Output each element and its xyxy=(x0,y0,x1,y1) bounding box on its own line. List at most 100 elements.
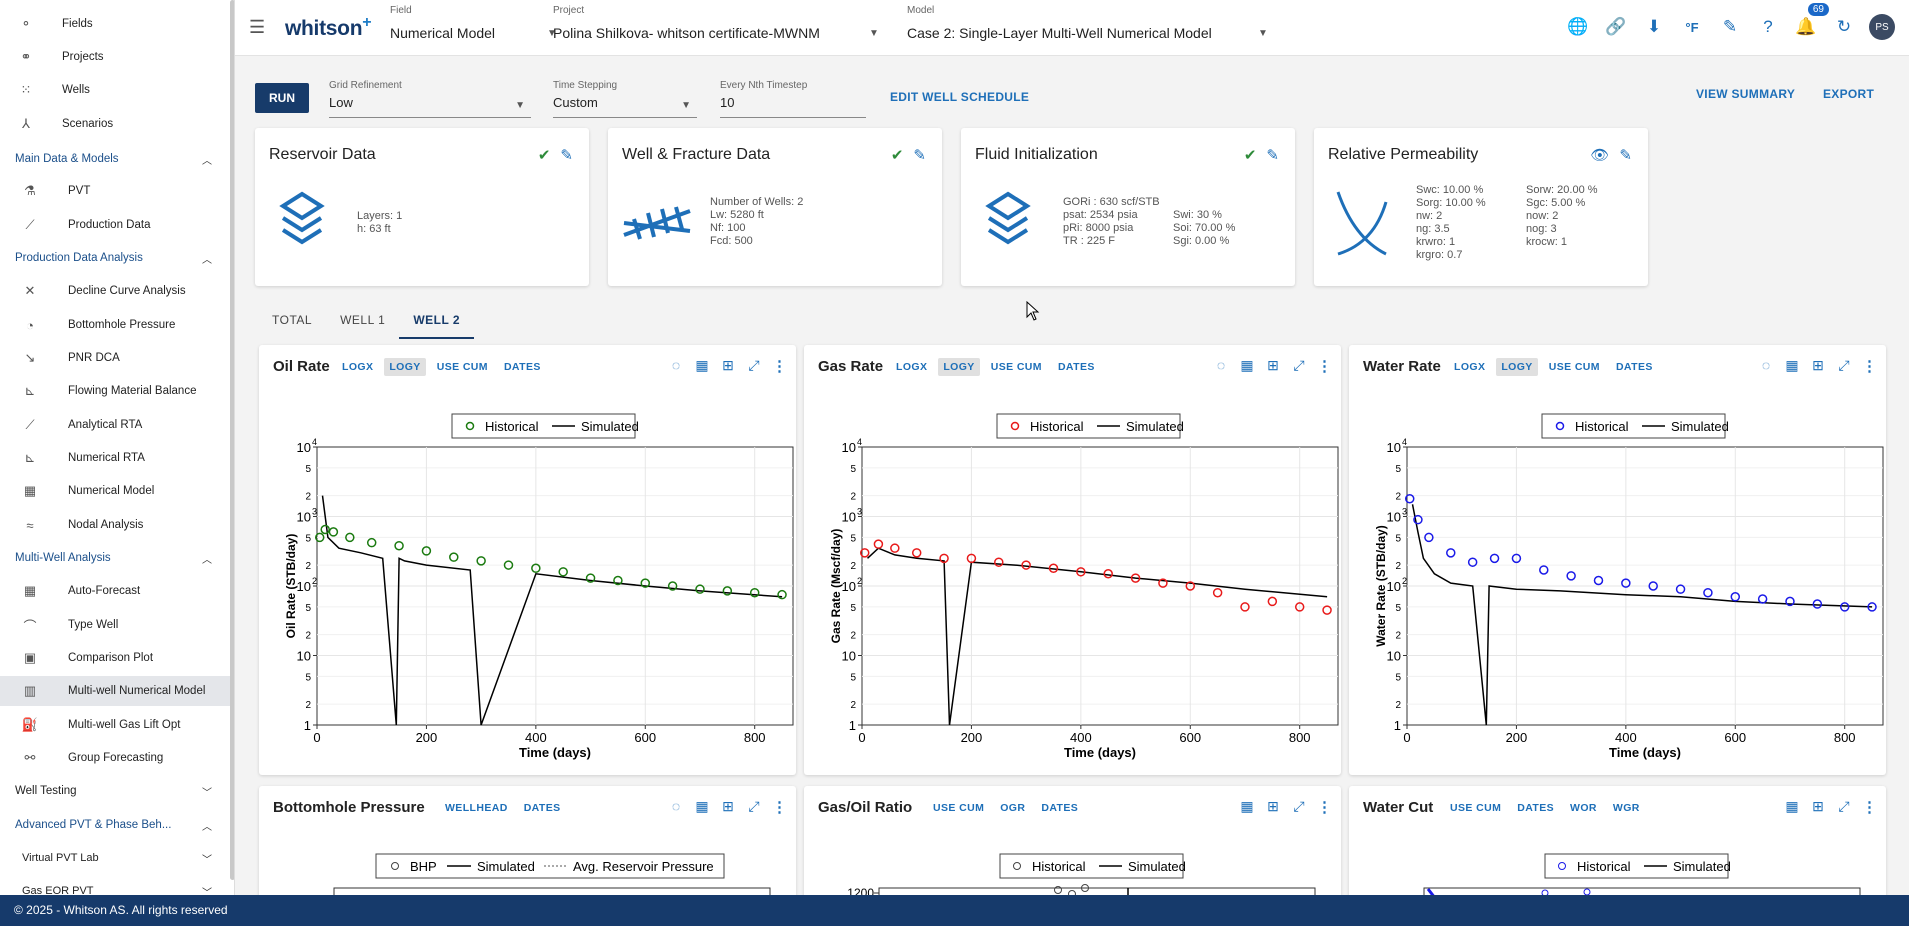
download-icon[interactable]: ⬇ xyxy=(1646,17,1662,36)
dates-button[interactable]: DATES xyxy=(503,361,541,373)
project-select[interactable]: Project Polina Shilkova- whitson certific… xyxy=(553,5,883,41)
reservoir-data-card[interactable]: Reservoir Data ✔ ✎ Layers: 1 h: 63 ft xyxy=(255,128,589,286)
fullscreen-icon[interactable]: ⤢ xyxy=(1838,357,1850,373)
model-select[interactable]: Model Case 2: Single-Layer Multi-Well Num… xyxy=(907,5,1268,41)
run-button[interactable]: RUN xyxy=(255,83,309,113)
fullscreen-icon[interactable]: ⤢ xyxy=(1293,798,1305,814)
sidebar-item-type-well[interactable]: ⌒ Type Well xyxy=(0,610,230,640)
use-cum-button[interactable]: USE CUM xyxy=(933,802,985,814)
table-icon[interactable]: ▦ xyxy=(1240,798,1254,814)
view-summary-link[interactable]: VIEW SUMMARY xyxy=(1696,87,1796,101)
logx-button[interactable]: LOGX xyxy=(342,361,374,373)
sidebar-item-gas-lift[interactable]: ⛽ Multi-well Gas Lift Opt xyxy=(0,710,230,740)
dates-button[interactable]: DATES xyxy=(523,802,561,814)
sidebar-item-wells[interactable]: ⁙ Wells xyxy=(0,75,230,105)
ogr-button[interactable]: OGR xyxy=(1000,802,1026,814)
section-pda[interactable]: Production Data Analysis ︿ xyxy=(0,243,230,273)
autoscale-icon[interactable]: ⊞ xyxy=(722,798,734,814)
nth-timestep-input[interactable]: Every Nth Timestep 10 xyxy=(720,80,866,118)
logy-button[interactable]: LOGY xyxy=(384,358,426,376)
fullscreen-icon[interactable]: ⤢ xyxy=(1293,357,1305,373)
sidebar-item-group-forecasting[interactable]: ⚯ Group Forecasting xyxy=(0,743,230,773)
avatar[interactable]: PS xyxy=(1869,14,1895,40)
dates-button[interactable]: DATES xyxy=(1615,361,1653,373)
sidebar-item-fields[interactable]: ⚬ Fields xyxy=(0,9,230,39)
edit-icon[interactable]: ✎ xyxy=(1266,147,1279,164)
lasso-icon[interactable]: ◌ xyxy=(1761,357,1771,373)
logx-button[interactable]: LOGX xyxy=(1454,361,1486,373)
sidebar-item-comparison-plot[interactable]: ▣ Comparison Plot xyxy=(0,643,230,673)
field-select[interactable]: Field Numerical Model ▼ xyxy=(390,5,560,41)
lasso-icon[interactable]: ◌ xyxy=(1216,357,1226,373)
wellhead-button[interactable]: WELLHEAD xyxy=(445,802,508,814)
sidebar-item-pvt[interactable]: ⚗ PVT xyxy=(0,176,230,206)
sidebar-item-numerical-rta[interactable]: ⊾ Numerical RTA xyxy=(0,443,230,473)
tab-well-2[interactable]: WELL 2 xyxy=(399,305,475,339)
edit-icon[interactable]: ✎ xyxy=(560,147,573,164)
section-main-data[interactable]: Main Data & Models ︿ xyxy=(0,144,230,174)
edit-icon[interactable]: ✎ xyxy=(913,147,926,164)
sidebar-item-numerical-model[interactable]: ▦ Numerical Model xyxy=(0,476,230,506)
section-multi-well[interactable]: Multi-Well Analysis ︿ xyxy=(0,543,230,573)
sidebar-item-gas-eor[interactable]: Gas EOR PVT ﹀ xyxy=(0,876,230,895)
table-icon[interactable]: ▦ xyxy=(1240,357,1254,373)
fullscreen-icon[interactable]: ⤢ xyxy=(748,798,760,814)
lasso-icon[interactable]: ◌ xyxy=(671,357,681,373)
time-stepping-select[interactable]: Time Stepping Custom ▼ xyxy=(553,80,697,118)
sidebar-item-dca[interactable]: ✕ Decline Curve Analysis xyxy=(0,276,230,306)
relative-permeability-card[interactable]: Relative Permeability 👁 ✎ Swc: 10.00 % So… xyxy=(1314,128,1648,286)
table-icon[interactable]: ▦ xyxy=(695,798,709,814)
link-icon[interactable]: 🔗 xyxy=(1605,17,1627,36)
units-icon[interactable]: °F xyxy=(1685,19,1699,35)
eye-icon[interactable]: 👁 xyxy=(1590,147,1610,164)
logx-button[interactable]: LOGX xyxy=(896,361,928,373)
fluid-initialization-card[interactable]: Fluid Initialization ✔ ✎ GORi : 630 scf/S… xyxy=(961,128,1295,286)
sidebar-scrollbar[interactable] xyxy=(230,0,234,880)
table-icon[interactable]: ▦ xyxy=(1785,357,1799,373)
table-icon[interactable]: ▦ xyxy=(1785,798,1799,814)
hamburger-menu-icon[interactable]: ☰ xyxy=(249,17,266,37)
sidebar-item-nodal[interactable]: ≈ Nodal Analysis xyxy=(0,510,230,540)
export-link[interactable]: EXPORT xyxy=(1823,87,1875,101)
sidebar-item-auto-forecast[interactable]: ▦ Auto-Forecast xyxy=(0,576,230,606)
sidebar-item-bhp[interactable]: ◔ Bottomhole Pressure xyxy=(0,310,230,340)
bell-icon[interactable]: 🔔 69 xyxy=(1793,3,1829,40)
sidebar-item-pnr-dca[interactable]: ↘ PNR DCA xyxy=(0,343,230,373)
sidebar-item-projects[interactable]: ⚭ Projects xyxy=(0,42,230,72)
use-cum-button[interactable]: USE CUM xyxy=(990,361,1042,373)
autoscale-icon[interactable]: ⊞ xyxy=(1267,798,1279,814)
sidebar-item-scenarios[interactable]: ⅄ Scenarios xyxy=(0,109,230,139)
use-cum-button[interactable]: USE CUM xyxy=(436,361,488,373)
globe-icon[interactable]: 🌐 xyxy=(1567,17,1589,36)
edit-icon[interactable]: ✎ xyxy=(1619,147,1632,164)
dates-button[interactable]: DATES xyxy=(1057,361,1095,373)
help-icon[interactable]: ? xyxy=(1763,17,1773,36)
edit-well-schedule-link[interactable]: EDIT WELL SCHEDULE xyxy=(890,90,1030,104)
tab-well-1[interactable]: WELL 1 xyxy=(340,313,386,327)
logy-button[interactable]: LOGY xyxy=(1496,358,1538,376)
sidebar-item-multi-well-numerical-model[interactable]: ▥ Multi-well Numerical Model xyxy=(0,676,230,706)
dates-button[interactable]: DATES xyxy=(1517,802,1555,814)
use-cum-button[interactable]: USE CUM xyxy=(1450,802,1502,814)
use-cum-button[interactable]: USE CUM xyxy=(1548,361,1600,373)
autoscale-icon[interactable]: ⊞ xyxy=(1267,357,1279,373)
sidebar-item-fmb[interactable]: ⊾ Flowing Material Balance xyxy=(0,376,230,406)
well-fracture-card[interactable]: Well & Fracture Data ✔ ✎ Number of Wells:… xyxy=(608,128,942,286)
sidebar-item-production-data[interactable]: ⟋ Production Data xyxy=(0,210,230,240)
fullscreen-icon[interactable]: ⤢ xyxy=(1838,798,1850,814)
fullscreen-icon[interactable]: ⤢ xyxy=(748,357,760,373)
logy-button[interactable]: LOGY xyxy=(938,358,980,376)
autoscale-icon[interactable]: ⊞ xyxy=(1812,798,1824,814)
wgr-button[interactable]: WGR xyxy=(1612,802,1640,814)
autoscale-icon[interactable]: ⊞ xyxy=(722,357,734,373)
sidebar-item-analytical-rta[interactable]: ⟋ Analytical RTA xyxy=(0,410,230,440)
table-icon[interactable]: ▦ xyxy=(695,357,709,373)
grid-refinement-select[interactable]: Grid Refinement Low ▼ xyxy=(329,80,531,118)
section-well-testing[interactable]: Well Testing ﹀ xyxy=(0,776,230,806)
sidebar-item-virtual-pvt[interactable]: Virtual PVT Lab ﹀ xyxy=(0,843,230,873)
dates-button[interactable]: DATES xyxy=(1041,802,1079,814)
lasso-icon[interactable]: ◌ xyxy=(671,798,681,814)
autoscale-icon[interactable]: ⊞ xyxy=(1812,357,1824,373)
